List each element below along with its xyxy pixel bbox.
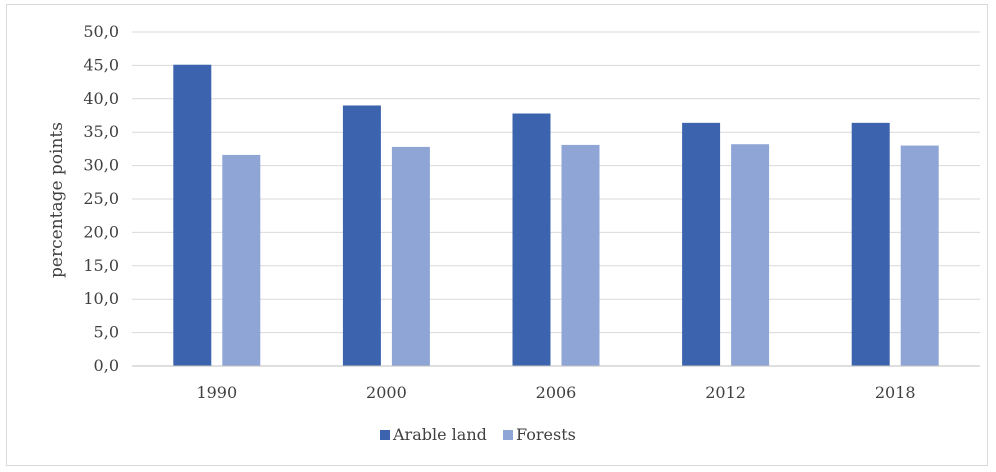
y-tick-label: 10,0 <box>83 289 119 308</box>
bar-arable-land <box>851 122 890 367</box>
y-tick-label: 45,0 <box>83 55 119 74</box>
bars <box>173 64 939 367</box>
x-tick-label: 2006 <box>536 383 577 402</box>
bar-arable-land <box>512 113 551 366</box>
chart-frame <box>6 4 988 466</box>
bar-arable-land <box>342 105 381 366</box>
legend: Arable land Forests <box>380 425 576 444</box>
y-tick-label: 35,0 <box>83 122 119 141</box>
x-tick-label: 1990 <box>196 383 237 402</box>
x-tick-label: 2012 <box>705 383 746 402</box>
bar-arable-land <box>173 64 212 367</box>
bar-forests <box>391 146 430 366</box>
y-tick-label: 30,0 <box>83 156 119 175</box>
legend-label: Forests <box>516 425 576 444</box>
bar-forests <box>222 154 261 366</box>
bar-forests <box>561 144 600 366</box>
y-tick-label: 25,0 <box>83 189 119 208</box>
x-tick-label: 2018 <box>875 383 916 402</box>
y-tick-label: 15,0 <box>83 256 119 275</box>
gridlines <box>132 31 980 334</box>
bar-forests <box>731 144 770 366</box>
y-tick-label: 5,0 <box>94 323 119 342</box>
x-tick-labels: 1990 2000 2006 2012 2018 <box>196 383 915 402</box>
y-tick-label: 50,0 <box>83 22 119 41</box>
y-tick-label: 40,0 <box>83 89 119 108</box>
y-tick-labels: 0,0 5,0 10,0 15,0 20,0 25,0 30,0 35,0 40,0 45,0 50… <box>83 22 119 375</box>
y-axis-title: percentage points <box>47 122 67 278</box>
legend-swatch <box>380 430 390 440</box>
bar-arable-land <box>682 122 721 367</box>
y-tick-label: 20,0 <box>83 222 119 241</box>
legend-swatch <box>503 430 513 440</box>
bar-forests <box>900 145 939 366</box>
x-tick-label: 2000 <box>366 383 407 402</box>
legend-label: Arable land <box>392 425 487 444</box>
y-tick-label: 0,0 <box>94 356 119 375</box>
